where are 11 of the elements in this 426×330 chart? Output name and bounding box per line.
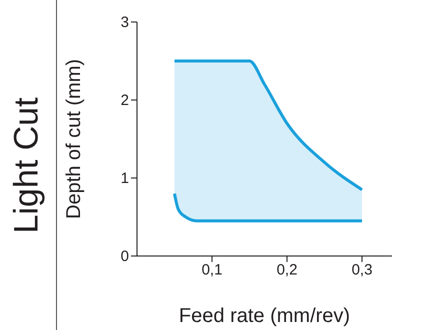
x-tick-label: 0,2 (276, 262, 298, 279)
y-tick-label: 3 (120, 14, 129, 31)
y-tick-label: 2 (120, 92, 129, 109)
x-axis-title: Feed rate (mm/rev) (178, 305, 350, 327)
text: Light Cut (8, 96, 46, 234)
x-tick-label: 0,1 (202, 262, 222, 279)
line-series (173, 192, 364, 222)
x-tick-label: 0,3 (352, 262, 372, 279)
y-axis-title: Depth of cut (mm) (63, 58, 86, 219)
y-tick-label: 1 (120, 170, 129, 187)
y-tick-label: 0 (120, 248, 129, 265)
